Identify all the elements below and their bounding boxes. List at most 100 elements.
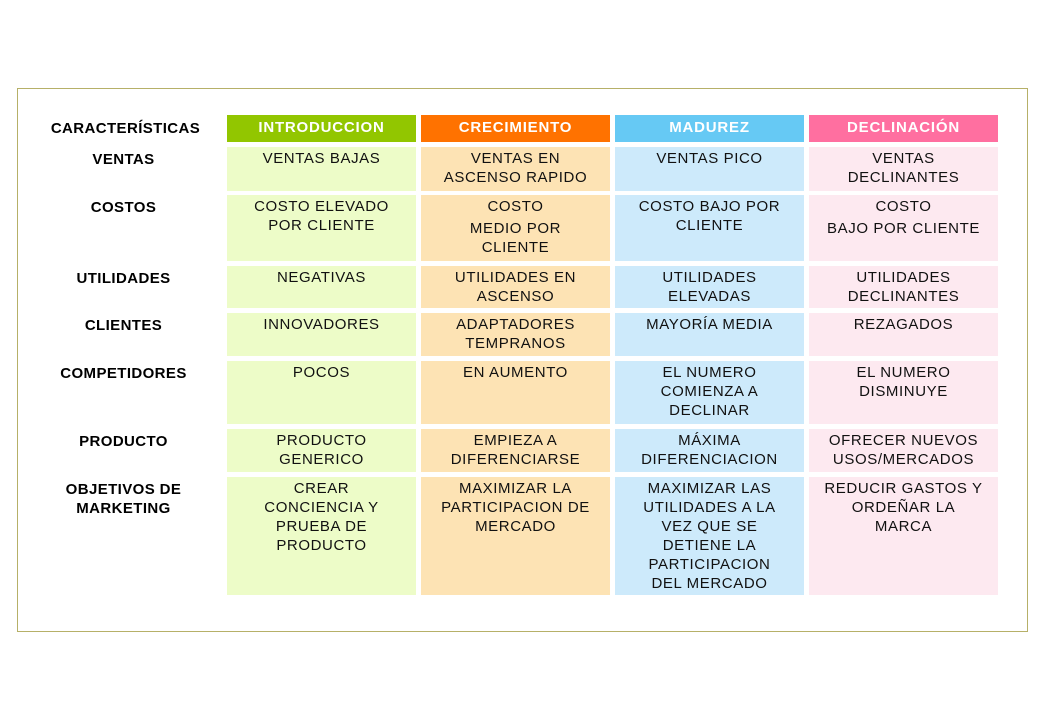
- cell-text-line: COSTO BAJO POR: [638, 198, 781, 215]
- cell-text-line: PRODUCTO: [79, 433, 168, 450]
- cell-text-line: REDUCIR GASTOS Y: [824, 480, 983, 497]
- cell-text-line: UTILIDADES: [76, 270, 171, 287]
- characteristics-header: CARACTERÍSTICAS: [50, 120, 201, 137]
- cell-text-line: UTILIDADES A LA: [643, 499, 776, 516]
- cell-text-line: DISMINUYE: [859, 383, 948, 400]
- row-label-costos: COSTOS: [30, 198, 217, 264]
- cell-text-line: DEL MERCADO: [651, 575, 768, 592]
- cell-clientes-declinacion: REZAGADOS: [809, 313, 998, 356]
- cell-producto-crecimiento: EMPIEZA A DIFERENCIARSE: [421, 429, 610, 472]
- cell-text-line: VENTAS BAJAS: [262, 150, 381, 167]
- cell-competidores-madurez: EL NUMERO COMIENZA A DECLINAR: [615, 361, 804, 424]
- cell-utilidades-introduccion: NEGATIVAS: [227, 266, 416, 308]
- cell-costos-crecimiento: COSTO MEDIO POR CLIENTE: [421, 195, 610, 261]
- row-label-clientes: CLIENTES: [30, 316, 217, 359]
- cell-costos-introduccion: COSTO ELEVADO POR CLIENTE: [227, 195, 416, 261]
- cell-text-line: NEGATIVAS: [276, 269, 367, 286]
- cell-text-line: INNOVADORES: [263, 316, 380, 333]
- cell-text-line: DECLINANTES: [847, 288, 960, 305]
- cell-text-line: POR CLIENTE: [268, 217, 375, 234]
- cell-text-line: EN AUMENTO: [463, 364, 568, 381]
- cell-text-line: COSTO: [875, 198, 932, 215]
- cell-text-line: EL NUMERO: [662, 364, 757, 381]
- cell-text-line: POCOS: [292, 364, 351, 381]
- cell-text-line: UTILIDADES: [856, 269, 951, 286]
- cell-text-line: VENTAS PICO: [656, 150, 763, 167]
- cell-ventas-declinacion: VENTAS DECLINANTES: [809, 147, 998, 191]
- cell-text-line: VENTAS: [872, 150, 935, 167]
- cell-text-line: COSTO ELEVADO: [254, 198, 389, 215]
- cell-text-line: EMPIEZA A: [473, 432, 558, 449]
- cell-objetivos-de-marketing-introduccion: CREAR CONCIENCIA Y PRUEBA DE PRODUCTO: [227, 477, 416, 595]
- cell-text-line: BAJO POR CLIENTE: [827, 220, 980, 237]
- cell-objetivos-de-marketing-declinacion: REDUCIR GASTOS Y ORDEÑAR LA MARCA: [809, 477, 998, 595]
- cell-competidores-declinacion: EL NUMERO DISMINUYE: [809, 361, 998, 424]
- cell-text-line: TEMPRANOS: [465, 335, 566, 352]
- cell-utilidades-declinacion: UTILIDADES DECLINANTES: [809, 266, 998, 308]
- cell-text-line: CLIENTE: [675, 217, 744, 234]
- cell-text-line: UTILIDADES: [662, 269, 757, 286]
- row-label-objetivos-de-marketing: OBJETIVOS DE MARKETING: [30, 480, 217, 598]
- row-label-ventas: VENTAS: [30, 150, 217, 194]
- cell-text-line: DECLINANTES: [847, 169, 960, 186]
- cell-text-line: MAXIMIZAR LA: [458, 480, 573, 497]
- cell-text-line: COMPETIDORES: [60, 365, 187, 382]
- cell-text-line: ORDEÑAR LA: [851, 499, 956, 516]
- row-label-utilidades: UTILIDADES: [30, 269, 217, 311]
- cell-text-line: ADAPTADORES: [456, 316, 575, 333]
- cell-text-line: MAXIMIZAR LAS: [647, 480, 772, 497]
- cell-text-line: PARTICIPACION DE: [441, 499, 590, 516]
- cell-producto-madurez: MÁXIMA DIFERENCIACION: [615, 429, 804, 472]
- cell-costos-declinacion: COSTO BAJO POR CLIENTE: [809, 195, 998, 261]
- cell-costos-madurez: COSTO BAJO POR CLIENTE: [615, 195, 804, 261]
- cell-text-line: MÁXIMA: [678, 432, 741, 449]
- stage-header-declinacion: DECLINACIÓN: [809, 115, 998, 142]
- cell-text-line: MEDIO POR: [469, 220, 562, 237]
- cell-text-line: ELEVADAS: [668, 288, 751, 305]
- cell-text-line: OBJETIVOS DE: [65, 481, 182, 498]
- cell-competidores-introduccion: POCOS: [227, 361, 416, 424]
- cell-text-line: MERCADO: [475, 518, 556, 535]
- cell-text-line: DIFERENCIARSE: [450, 451, 581, 468]
- cell-clientes-madurez: MAYORÍA MEDIA: [615, 313, 804, 356]
- cell-text-line: MARCA: [874, 518, 933, 535]
- cell-text-line: VEZ QUE SE: [661, 518, 758, 535]
- cell-text-line: COSTO: [487, 198, 544, 215]
- cell-producto-introduccion: PRODUCTO GENERICO: [227, 429, 416, 472]
- cell-clientes-introduccion: INNOVADORES: [227, 313, 416, 356]
- cell-text-line: GENERICO: [279, 451, 364, 468]
- stage-header-introduccion: INTRODUCCION: [227, 115, 416, 142]
- cell-text-line: DETIENE LA: [662, 537, 757, 554]
- cell-clientes-crecimiento: ADAPTADORES TEMPRANOS: [421, 313, 610, 356]
- stage-header-crecimiento: CRECIMIENTO: [421, 115, 610, 142]
- cell-text-line: CLIENTE: [481, 239, 550, 256]
- cell-text-line: PRUEBA DE: [275, 518, 368, 535]
- cell-text-line: PARTICIPACION: [648, 556, 771, 573]
- cell-text-line: DECLINAR: [669, 402, 750, 419]
- cell-text-line: COSTOS: [90, 199, 157, 216]
- cell-text-line: PRODUCTO: [276, 432, 367, 449]
- cell-text-line: EL NUMERO: [856, 364, 951, 381]
- stage-header-madurez: MADUREZ: [615, 115, 804, 142]
- cell-text-line: ASCENSO RAPIDO: [443, 169, 588, 186]
- cell-text-line: COMIENZA A: [660, 383, 759, 400]
- cell-text-line: REZAGADOS: [853, 316, 954, 333]
- cell-ventas-madurez: VENTAS PICO: [615, 147, 804, 191]
- cell-text-line: CLIENTES: [84, 317, 163, 334]
- cell-text-line: CREAR: [293, 480, 350, 497]
- cell-text-line: VENTAS EN: [470, 150, 561, 167]
- row-label-producto: PRODUCTO: [30, 432, 217, 475]
- cell-utilidades-madurez: UTILIDADES ELEVADAS: [615, 266, 804, 308]
- cell-text-line: USOS/MERCADOS: [832, 451, 975, 468]
- cell-text-line: MARKETING: [76, 500, 171, 517]
- cell-text-line: ASCENSO: [476, 288, 555, 305]
- row-label-competidores: COMPETIDORES: [30, 364, 217, 427]
- cell-objetivos-de-marketing-madurez: MAXIMIZAR LAS UTILIDADES A LA VEZ QUE SE DE…: [615, 477, 804, 595]
- cell-text-line: VENTAS: [92, 151, 155, 168]
- slide-frame: [17, 88, 1028, 632]
- cell-text-line: UTILIDADES EN: [454, 269, 577, 286]
- cell-text-line: OFRECER NUEVOS: [828, 432, 979, 449]
- cell-ventas-crecimiento: VENTAS EN ASCENSO RAPIDO: [421, 147, 610, 191]
- cell-text-line: DIFERENCIACION: [641, 451, 778, 468]
- cell-competidores-crecimiento: EN AUMENTO: [421, 361, 610, 424]
